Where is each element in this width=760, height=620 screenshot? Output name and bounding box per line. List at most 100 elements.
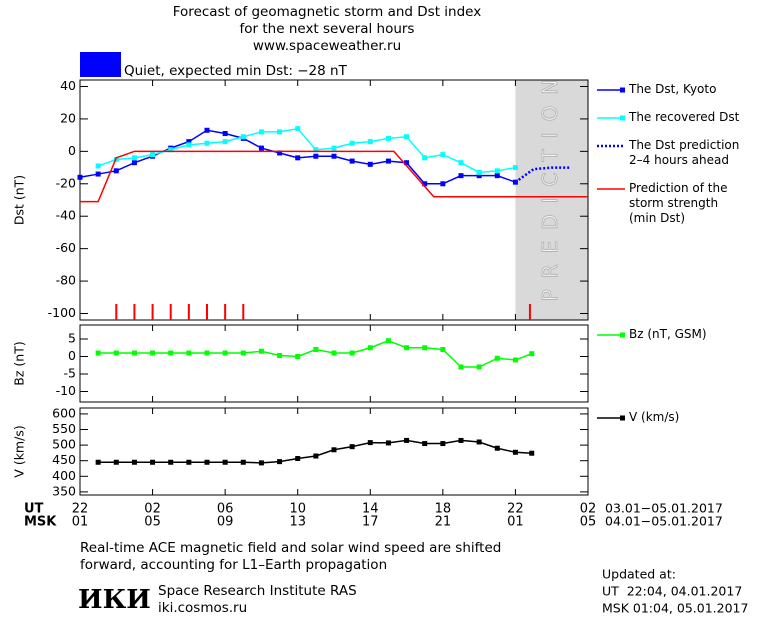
- updated-text: Updated at:: [602, 567, 676, 582]
- series-point: [258, 145, 264, 151]
- y-tick-label: -40: [56, 208, 76, 223]
- series-point: [150, 350, 156, 356]
- y-tick-label: -20: [56, 175, 76, 190]
- series-point: [277, 150, 283, 156]
- plot-frame: [79, 79, 589, 321]
- y-tick-label: 450: [52, 452, 76, 467]
- series-point: [349, 444, 355, 450]
- series-point: [222, 131, 228, 137]
- series-point: [458, 364, 464, 370]
- x-row-label: UT: [24, 502, 44, 517]
- institute-site: iki.cosmos.ru: [158, 600, 247, 616]
- series-point: [458, 173, 464, 179]
- y-tick-label: -5: [64, 366, 76, 381]
- y-axis-label: Dst (nT): [12, 175, 27, 225]
- y-tick-label: 500: [52, 437, 76, 452]
- status-swatch: [80, 52, 121, 77]
- series-point: [440, 181, 446, 187]
- series-point: [295, 126, 301, 132]
- series-point: [385, 338, 391, 344]
- x-tick-label: 17: [362, 515, 379, 530]
- series-point: [512, 165, 518, 171]
- series-point: [258, 129, 264, 135]
- series-point: [476, 173, 482, 179]
- series-point: [404, 437, 410, 443]
- x-tick-label: 05: [580, 515, 597, 530]
- series-point: [529, 450, 535, 456]
- x-range-label: 03.01−05.01.2017: [605, 501, 723, 516]
- series-point: [422, 345, 428, 351]
- x-tick-label: 02: [144, 502, 161, 517]
- series-point: [440, 152, 446, 158]
- series-point: [313, 453, 319, 459]
- series-point: [458, 160, 464, 166]
- series-point: [240, 134, 246, 140]
- series-point: [422, 155, 428, 161]
- legend-marker: [620, 332, 625, 338]
- series-point: [331, 153, 337, 159]
- series-point: [494, 173, 500, 179]
- legend-marker: [620, 115, 625, 121]
- x-tick-label: 10: [289, 502, 306, 517]
- x-tick-label: 21: [435, 515, 452, 530]
- series-point: [476, 169, 482, 175]
- legend-marker: [620, 87, 625, 93]
- series-line: [98, 439, 532, 464]
- series-point: [440, 347, 446, 352]
- y-tick-label: -100: [48, 305, 76, 320]
- series-point: [367, 139, 373, 145]
- footer-note: forward, accounting for L1–Earth propaga…: [80, 557, 387, 573]
- series-point: [186, 350, 192, 356]
- legend-label: V (km/s): [629, 410, 680, 424]
- y-tick-label: 0: [68, 143, 76, 158]
- series-point: [512, 357, 518, 363]
- y-tick-label: 350: [52, 483, 76, 498]
- series-point: [186, 139, 192, 145]
- series-point: [295, 155, 301, 161]
- series-point: [313, 147, 319, 153]
- y-axis-label: V (km/s): [12, 425, 27, 477]
- series-point: [258, 348, 264, 354]
- series-point: [240, 459, 246, 465]
- series-point: [186, 459, 192, 465]
- y-tick-label: -80: [56, 273, 76, 288]
- series-point: [131, 160, 137, 166]
- x-tick-label: 14: [362, 502, 379, 517]
- series-point: [404, 345, 410, 351]
- series-point: [204, 350, 210, 356]
- series-point: [440, 441, 446, 447]
- series-line: [97, 127, 516, 174]
- legend-label: The Dst prediction 2–4 hours ahead: [629, 138, 740, 167]
- y-tick-label: 550: [52, 421, 76, 436]
- series-point: [150, 152, 156, 158]
- series-point: [422, 441, 428, 447]
- logo: ИКИ: [78, 585, 151, 615]
- series-point: [131, 350, 137, 356]
- series-point: [131, 155, 137, 161]
- series-point: [95, 350, 101, 356]
- series-point: [349, 158, 355, 164]
- series-line: [514, 166, 570, 184]
- y-tick-label: 400: [52, 468, 76, 483]
- x-tick-label: 09: [217, 515, 234, 530]
- updated-text: MSK 01:04, 05.01.2017: [602, 601, 748, 616]
- series-point: [404, 134, 410, 140]
- updated-text: UT 22:04, 04.01.2017: [602, 584, 742, 599]
- x-tick-label: 01: [72, 515, 89, 530]
- series-point: [150, 459, 156, 465]
- series-point: [331, 350, 337, 356]
- series-point: [258, 460, 264, 466]
- series-point: [367, 345, 373, 351]
- series-line: [98, 339, 533, 368]
- series-point: [204, 140, 210, 146]
- series-point: [113, 168, 119, 174]
- x-tick-label: 06: [217, 502, 234, 517]
- y-tick-label: -10: [56, 383, 76, 398]
- series-point: [476, 364, 482, 370]
- series-point: [168, 459, 174, 465]
- x-tick-label: 05: [144, 515, 161, 530]
- series-point: [494, 168, 500, 174]
- chart-title: for the next several hours: [240, 21, 415, 37]
